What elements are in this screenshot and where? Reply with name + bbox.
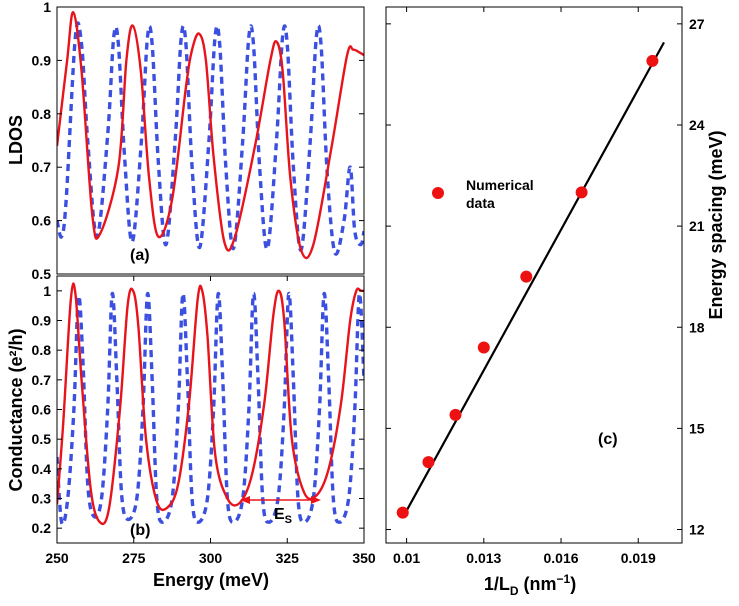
legend-marker xyxy=(432,187,444,199)
panel-b-ytick-label: 0.2 xyxy=(32,520,52,536)
panel-c-ytick-label: 21 xyxy=(689,218,705,234)
panel-c-data-point xyxy=(449,408,462,421)
panel-a-ldos: 0.5 0.6 0.7 0.8 0.9 1 (a) LDOS xyxy=(6,0,365,282)
panel-a-ylabel: LDOS xyxy=(6,115,26,165)
panel-b-label: (b) xyxy=(130,522,150,539)
panel-b-ytick-label: 0.6 xyxy=(32,402,52,418)
es-arrow-left-head xyxy=(240,496,250,504)
es-label: ES xyxy=(274,506,292,526)
panel-b-xtick-label: 325 xyxy=(276,550,300,566)
panel-c-energy-spacing: 12 15 18 21 24 27 0.01 0.013 0.016 0.019 Numeric… xyxy=(385,6,726,598)
panel-a-ytick-label: 0.6 xyxy=(32,213,52,229)
panel-b-ytick-label: 0.8 xyxy=(32,342,52,358)
panel-c-ytick-label: 27 xyxy=(689,16,705,32)
panel-a-ytick-label: 0.5 xyxy=(32,266,52,282)
panel-a-series-solid xyxy=(57,11,364,260)
panel-b-ytick-label: 0.3 xyxy=(32,491,52,507)
panel-b-ytick-label: 0.7 xyxy=(32,372,52,388)
panel-b-series-solid xyxy=(57,282,364,526)
panel-c-data-point xyxy=(477,341,490,354)
panel-a-ytick-label: 0.9 xyxy=(32,52,52,68)
panel-c-ytick-label: 12 xyxy=(689,522,705,538)
panel-b-ytick-label: 0.4 xyxy=(32,461,52,477)
panel-b-ytick-label: 0.5 xyxy=(32,431,52,447)
panel-a-ytick-label: 1 xyxy=(43,0,51,15)
legend-line-1: Numerical xyxy=(466,177,534,193)
panel-c-data-point xyxy=(422,456,435,469)
panel-b-series-dashed xyxy=(57,292,364,526)
panel-c-ylabel: Energy spacing (meV) xyxy=(706,130,726,319)
panel-c-xlabel: 1/LD (nm−1) xyxy=(484,572,576,598)
panel-c-xtick-label: 0.01 xyxy=(393,550,420,566)
panel-c-data-point xyxy=(575,186,588,199)
panel-c-data-point xyxy=(646,54,659,67)
panel-c-xtick-label: 0.019 xyxy=(621,550,656,566)
panel-b-xtick-label: 250 xyxy=(45,550,69,566)
panel-c-frame xyxy=(385,6,683,544)
panel-a-label: (a) xyxy=(130,247,150,264)
panel-b-xtick-label: 350 xyxy=(352,550,376,566)
panel-c-fit-line xyxy=(401,41,665,519)
panel-b-xtick-label: 275 xyxy=(122,550,146,566)
panel-c-xtick-label: 0.013 xyxy=(466,550,501,566)
es-annotation: ES xyxy=(240,496,321,526)
panel-c-ytick-label: 24 xyxy=(689,117,705,133)
legend: Numerical data xyxy=(432,177,534,211)
panel-c-ytick-label: 15 xyxy=(689,420,705,436)
panel-b-ylabel: Conductance (e²/h) xyxy=(6,328,26,491)
panel-c-ytick-label: 18 xyxy=(689,319,705,335)
panel-c-data-point xyxy=(520,270,533,283)
legend-line-2: data xyxy=(466,195,495,211)
panel-c-data-point xyxy=(396,506,409,519)
panel-a-series-dashed xyxy=(57,21,364,256)
panel-a-ytick-label: 0.8 xyxy=(32,106,52,122)
panel-b-conductance: 0.2 0.3 0.4 0.5 0.6 0.7 0.8 0.9 1 250 275 300 325 35… xyxy=(6,275,376,590)
panel-b-xlabel: Energy (meV) xyxy=(153,570,269,590)
es-arrow-right-head xyxy=(311,496,321,504)
panel-c-xtick-label: 0.016 xyxy=(544,550,579,566)
panel-b-ytick-label: 0.9 xyxy=(32,313,52,329)
panel-b-ytick-label: 1 xyxy=(43,283,51,299)
panel-c-label: (c) xyxy=(598,431,618,448)
panel-b-xtick-label: 300 xyxy=(199,550,223,566)
panel-a-frame xyxy=(56,6,365,275)
panel-a-ytick-label: 0.7 xyxy=(32,159,52,175)
